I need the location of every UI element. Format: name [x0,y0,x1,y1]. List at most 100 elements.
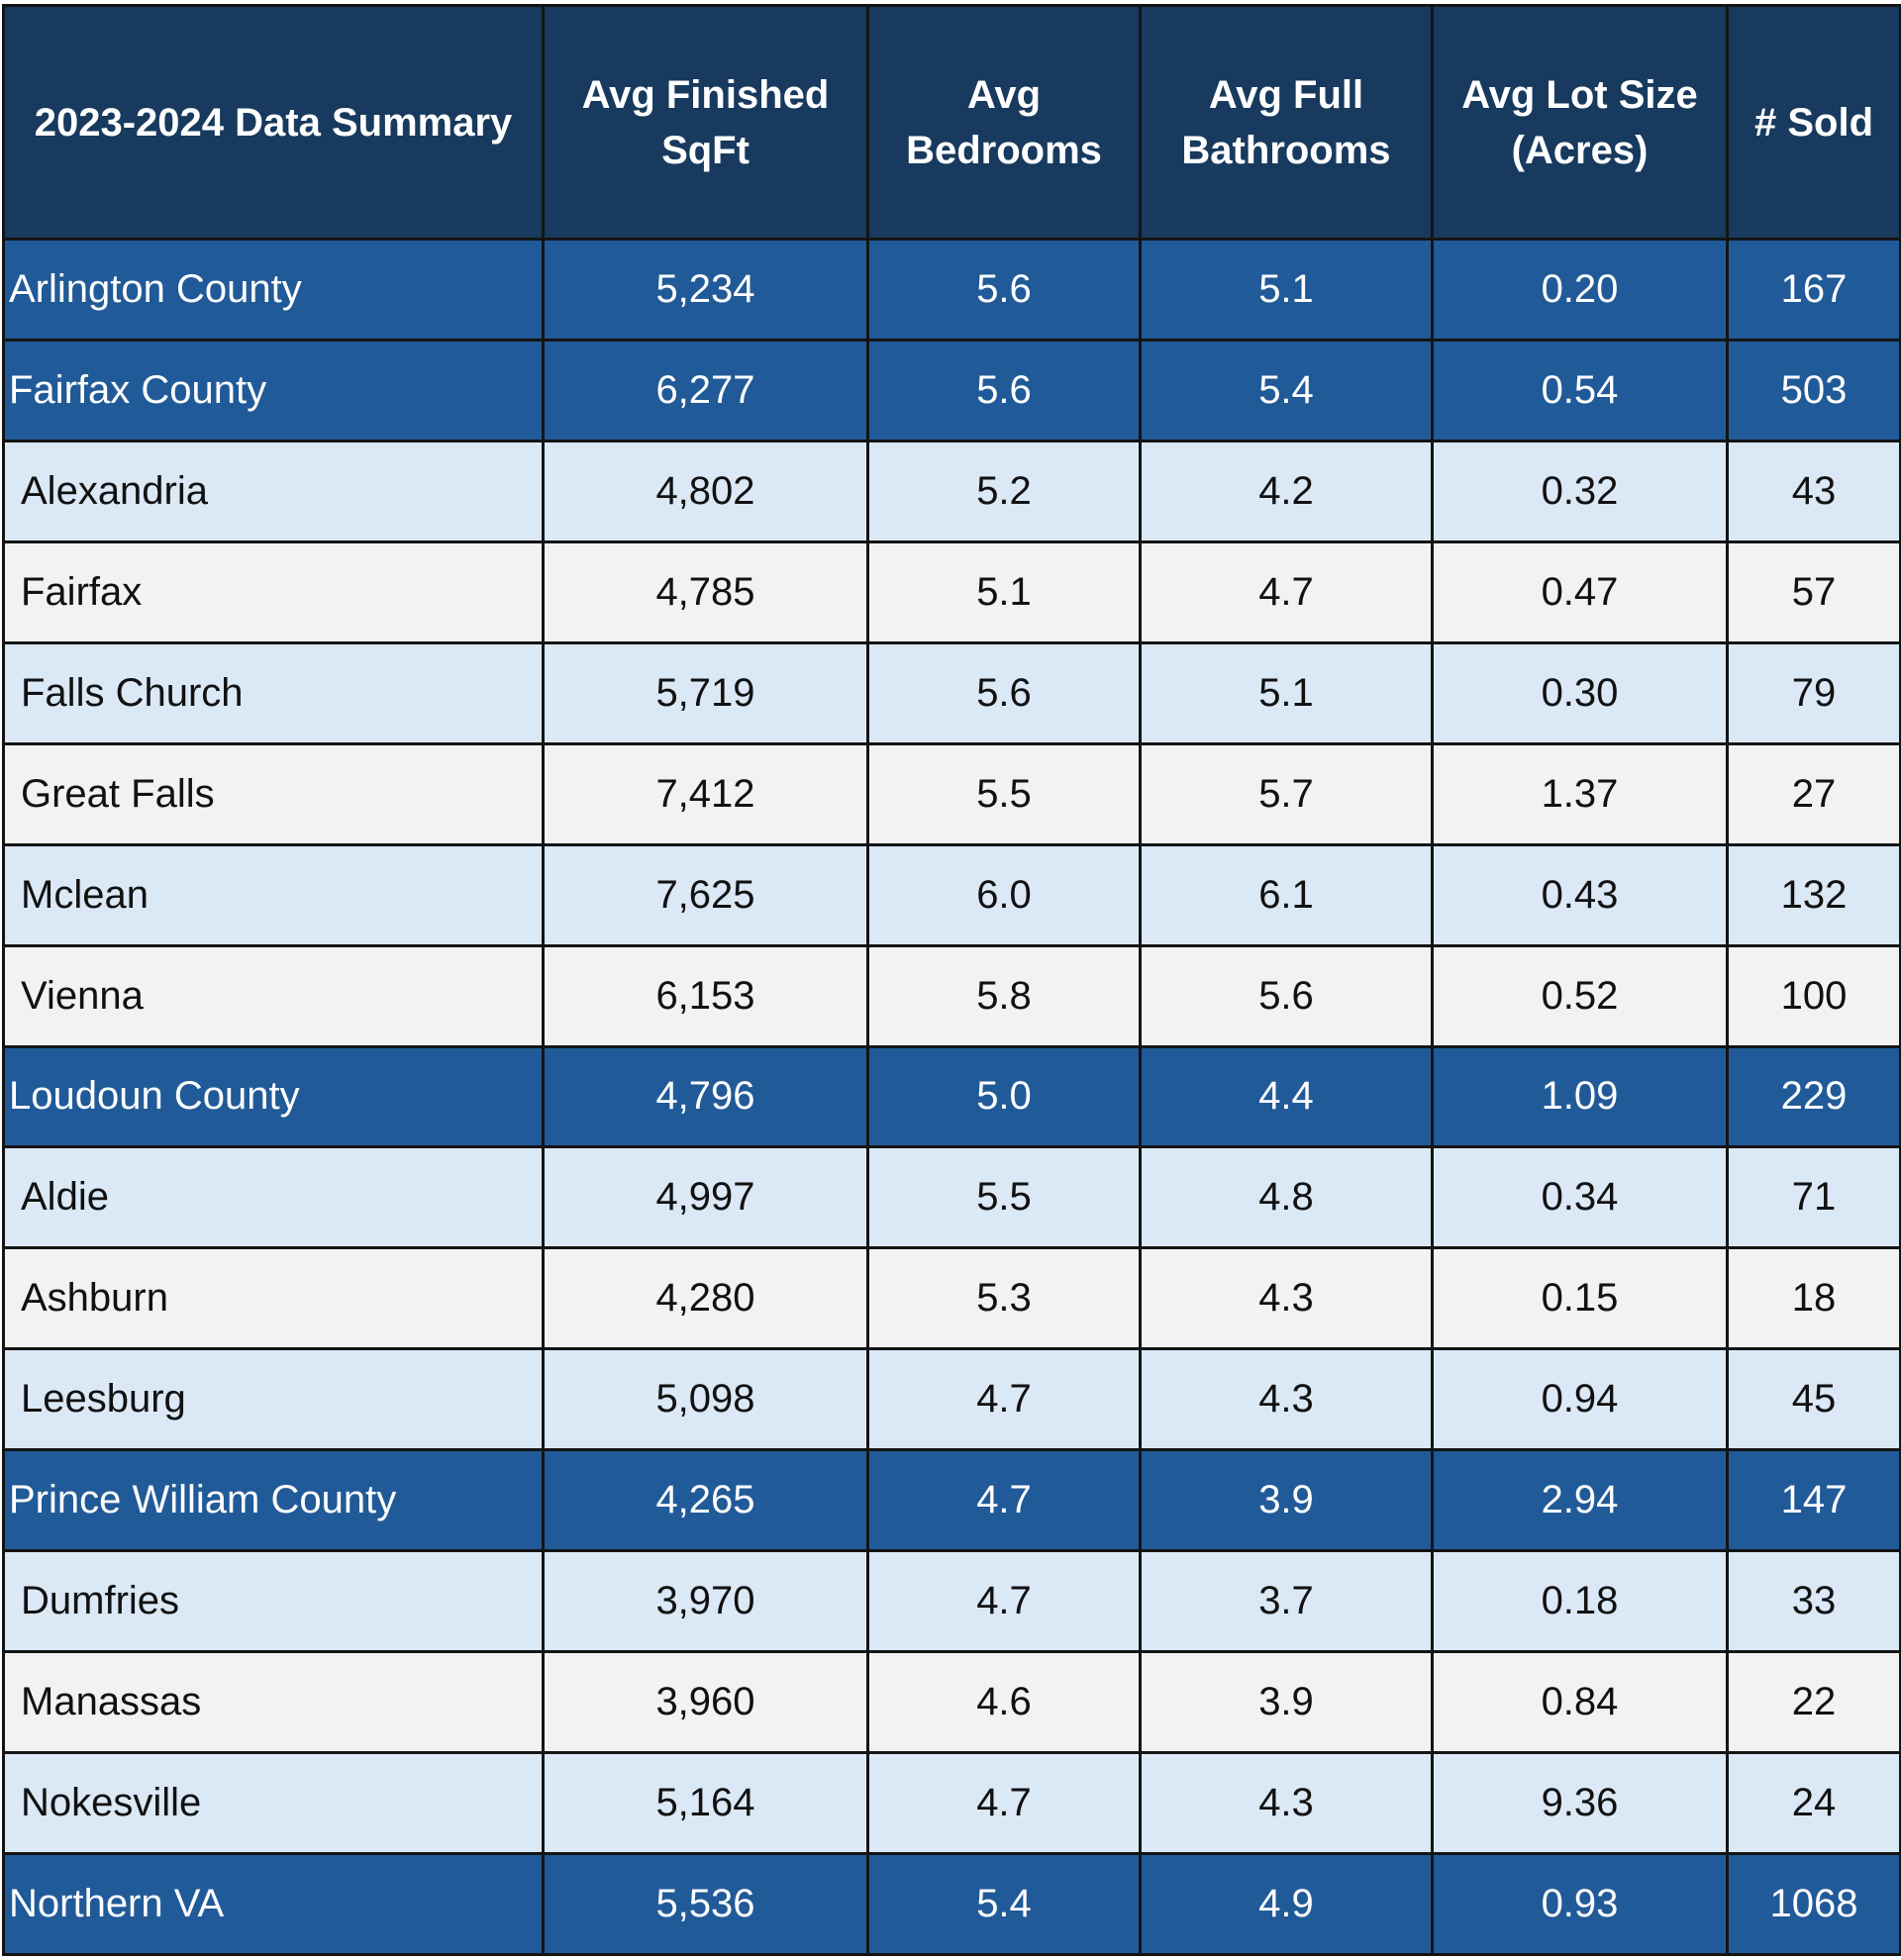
avg-bathrooms-cell: 3.9 [1139,1650,1434,1755]
avg-lot-size-cell: 0.43 [1431,842,1729,947]
avg-lot-size-cell: 0.52 [1431,943,1729,1048]
avg-lot-size-cell: 0.34 [1431,1145,1729,1250]
num-sold-cell: 43 [1726,439,1901,543]
header-row: 2023-2024 Data Summary Avg Finished SqFt… [2,4,1901,241]
num-sold-cell: 147 [1726,1448,1901,1553]
avg-lot-size-cell: 0.54 [1431,338,1729,442]
row-name-cell: Great Falls [2,741,545,846]
table-row: Mclean 7,625 6.0 6.1 0.43 132 [2,842,1901,947]
avg-bedrooms-cell: 4.6 [866,1650,1142,1755]
header-avg-lot-size: Avg Lot Size (Acres) [1431,4,1729,241]
avg-lot-size-cell: 0.15 [1431,1246,1729,1351]
row-name-cell: Mclean [2,842,545,947]
table-row: Vienna 6,153 5.8 5.6 0.52 100 [2,943,1901,1048]
avg-sqft-cell: 6,277 [542,338,869,442]
num-sold-cell: 57 [1726,539,1901,644]
avg-bathrooms-cell: 4.3 [1139,1347,1434,1452]
avg-sqft-cell: 7,412 [542,741,869,846]
avg-bathrooms-cell: 4.3 [1139,1751,1434,1855]
header-avg-bedrooms: Avg Bedrooms [866,4,1142,241]
avg-bedrooms-cell: 6.0 [866,842,1142,947]
table-row: Alexandria 4,802 5.2 4.2 0.32 43 [2,439,1901,543]
num-sold-cell: 24 [1726,1751,1901,1855]
avg-lot-size-cell: 0.30 [1431,640,1729,745]
row-name-cell: Falls Church [2,640,545,745]
avg-sqft-cell: 3,960 [542,1650,869,1755]
table-body: Arlington County 5,234 5.6 5.1 0.20 167 Fairfa… [2,238,1901,1956]
row-name-cell: Fairfax County [2,338,545,442]
row-name-cell: Manassas [2,1650,545,1755]
table-row: Leesburg 5,098 4.7 4.3 0.94 45 [2,1347,1901,1452]
avg-bedrooms-cell: 4.7 [866,1751,1142,1855]
avg-bathrooms-cell: 4.8 [1139,1145,1434,1250]
avg-bedrooms-cell: 5.8 [866,943,1142,1048]
header-avg-full-bathrooms: Avg Full Bathrooms [1139,4,1434,241]
table-row: Ashburn 4,280 5.3 4.3 0.15 18 [2,1246,1901,1351]
avg-bedrooms-cell: 5.6 [866,640,1142,745]
avg-sqft-cell: 4,997 [542,1145,869,1250]
summary-row: Fairfax County 6,277 5.6 5.4 0.54 503 [2,338,1901,442]
num-sold-cell: 1068 [1726,1852,1901,1956]
avg-lot-size-cell: 1.37 [1431,741,1729,846]
num-sold-cell: 132 [1726,842,1901,947]
table-row: Aldie 4,997 5.5 4.8 0.34 71 [2,1145,1901,1250]
avg-lot-size-cell: 9.36 [1431,1751,1729,1855]
avg-sqft-cell: 4,802 [542,439,869,543]
avg-bathrooms-cell: 5.4 [1139,338,1434,442]
avg-sqft-cell: 4,265 [542,1448,869,1553]
avg-lot-size-cell: 2.94 [1431,1448,1729,1553]
row-name-cell: Leesburg [2,1347,545,1452]
avg-lot-size-cell: 0.94 [1431,1347,1729,1452]
avg-sqft-cell: 3,970 [542,1549,869,1654]
avg-sqft-cell: 4,796 [542,1044,869,1149]
avg-lot-size-cell: 0.47 [1431,539,1729,644]
row-name-cell: Alexandria [2,439,545,543]
avg-bathrooms-cell: 3.9 [1139,1448,1434,1553]
avg-sqft-cell: 7,625 [542,842,869,947]
header-num-sold: # Sold [1726,4,1901,241]
avg-bathrooms-cell: 4.7 [1139,539,1434,644]
avg-lot-size-cell: 0.20 [1431,238,1729,342]
row-name-cell: Vienna [2,943,545,1048]
avg-bedrooms-cell: 4.7 [866,1347,1142,1452]
row-name-cell: Loudoun County [2,1044,545,1149]
avg-bedrooms-cell: 5.6 [866,238,1142,342]
avg-sqft-cell: 5,719 [542,640,869,745]
avg-bathrooms-cell: 5.7 [1139,741,1434,846]
avg-bedrooms-cell: 5.6 [866,338,1142,442]
row-name-cell: Nokesville [2,1751,545,1855]
num-sold-cell: 503 [1726,338,1901,442]
data-summary-table: 2023-2024 Data Summary Avg Finished SqFt… [2,4,1901,1956]
avg-sqft-cell: 5,536 [542,1852,869,1956]
num-sold-cell: 167 [1726,238,1901,342]
num-sold-cell: 71 [1726,1145,1901,1250]
avg-lot-size-cell: 0.84 [1431,1650,1729,1755]
avg-sqft-cell: 4,280 [542,1246,869,1351]
row-name-cell: Arlington County [2,238,545,342]
avg-lot-size-cell: 0.18 [1431,1549,1729,1654]
header-avg-finished-sqft: Avg Finished SqFt [542,4,869,241]
avg-bedrooms-cell: 5.0 [866,1044,1142,1149]
avg-sqft-cell: 5,164 [542,1751,869,1855]
row-name-cell: Northern VA [2,1852,545,1956]
avg-sqft-cell: 4,785 [542,539,869,644]
avg-bedrooms-cell: 4.7 [866,1448,1142,1553]
avg-bedrooms-cell: 5.5 [866,1145,1142,1250]
num-sold-cell: 18 [1726,1246,1901,1351]
avg-lot-size-cell: 0.93 [1431,1852,1729,1956]
table-row: Dumfries 3,970 4.7 3.7 0.18 33 [2,1549,1901,1654]
avg-bedrooms-cell: 5.3 [866,1246,1142,1351]
summary-row: Northern VA 5,536 5.4 4.9 0.93 1068 [2,1852,1901,1956]
avg-lot-size-cell: 1.09 [1431,1044,1729,1149]
num-sold-cell: 79 [1726,640,1901,745]
header-data-summary: 2023-2024 Data Summary [2,4,545,241]
num-sold-cell: 22 [1726,1650,1901,1755]
num-sold-cell: 229 [1726,1044,1901,1149]
avg-bathrooms-cell: 3.7 [1139,1549,1434,1654]
avg-sqft-cell: 5,234 [542,238,869,342]
avg-lot-size-cell: 0.32 [1431,439,1729,543]
row-name-cell: Prince William County [2,1448,545,1553]
table-row: Fairfax 4,785 5.1 4.7 0.47 57 [2,539,1901,644]
row-name-cell: Ashburn [2,1246,545,1351]
table-row: Great Falls 7,412 5.5 5.7 1.37 27 [2,741,1901,846]
